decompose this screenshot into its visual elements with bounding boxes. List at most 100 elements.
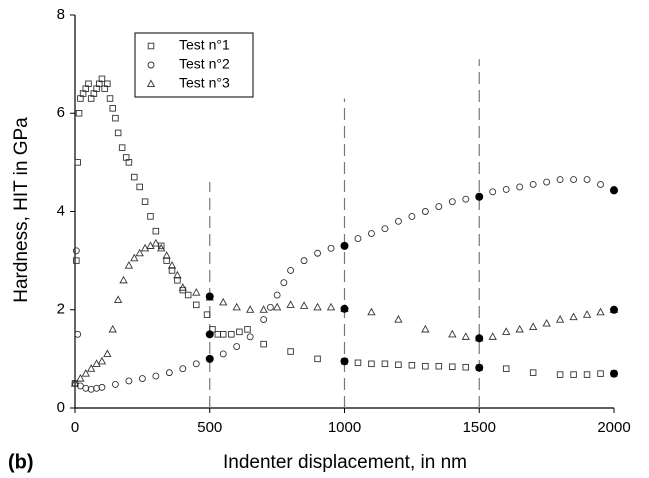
data-point <box>596 307 605 316</box>
data-point <box>435 362 443 370</box>
highlight-point <box>610 186 618 195</box>
data-point <box>131 173 138 181</box>
y-axis-label: Hardness, HIT in GPa <box>11 117 32 303</box>
data-point <box>273 291 281 299</box>
y-tick-label: 6 <box>57 104 65 121</box>
data-point <box>157 243 166 252</box>
data-point <box>368 230 375 238</box>
x-tick-label: 1500 <box>463 419 496 436</box>
data-point <box>556 176 564 184</box>
data-point <box>502 185 510 193</box>
data-point <box>408 212 416 220</box>
data-point <box>73 257 80 264</box>
legend-marker <box>146 79 156 88</box>
data-point <box>75 109 83 117</box>
data-point <box>130 253 139 262</box>
data-point <box>174 277 181 284</box>
data-point <box>528 322 538 330</box>
y-tick-label: 2 <box>57 301 65 318</box>
data-point <box>422 362 429 370</box>
data-point <box>515 324 524 333</box>
data-point <box>314 249 321 257</box>
data-point <box>109 105 116 112</box>
data-point <box>146 241 155 249</box>
data-point <box>92 359 101 367</box>
data-point <box>179 365 187 373</box>
data-point <box>300 257 308 265</box>
data-point <box>313 302 322 311</box>
data-point <box>570 176 578 184</box>
data-point <box>542 318 551 327</box>
data-point <box>152 372 160 380</box>
data-point <box>113 295 123 303</box>
y-tick-label: 4 <box>57 202 65 219</box>
data-point <box>118 144 126 151</box>
data-point <box>104 80 111 88</box>
data-point <box>462 363 470 371</box>
data-point <box>259 305 268 313</box>
data-point <box>111 380 119 388</box>
highlight-point <box>340 241 349 250</box>
data-point <box>112 114 119 122</box>
data-point <box>394 217 402 225</box>
data-point <box>314 355 321 363</box>
data-point <box>299 301 309 309</box>
data-point <box>106 95 114 102</box>
data-point <box>448 198 456 206</box>
data-point <box>556 371 564 378</box>
highlight-point <box>340 304 349 313</box>
data-point <box>74 159 81 166</box>
legend-marker <box>147 42 155 50</box>
data-point <box>244 326 251 333</box>
data-point <box>192 288 201 296</box>
highlight-point <box>205 354 214 363</box>
data-point <box>597 370 604 377</box>
data-point <box>489 188 497 196</box>
data-point <box>408 362 416 369</box>
data-point <box>236 328 243 336</box>
highlight-point <box>205 330 214 339</box>
data-point <box>135 248 144 257</box>
legend-label: Test n°1 <box>179 37 230 53</box>
data-point <box>82 384 90 392</box>
data-point <box>260 316 268 324</box>
data-point <box>214 331 222 338</box>
highlight-point <box>610 369 618 378</box>
data-point <box>583 176 591 184</box>
data-point <box>87 385 95 393</box>
data-point <box>502 327 511 335</box>
data-point <box>74 330 82 338</box>
data-point <box>219 297 228 306</box>
data-point <box>136 183 143 191</box>
data-point <box>85 80 92 88</box>
data-point <box>108 324 117 333</box>
data-point <box>529 181 537 188</box>
data-point <box>367 307 376 316</box>
data-point <box>287 348 294 355</box>
highlight-point <box>340 357 349 366</box>
data-point <box>124 261 134 269</box>
data-point <box>81 369 90 377</box>
x-tick-label: 500 <box>197 419 222 436</box>
data-point <box>219 350 227 358</box>
data-point <box>326 302 336 311</box>
data-point <box>228 331 235 338</box>
data-point <box>219 331 227 338</box>
data-point <box>141 198 149 205</box>
x-tick-label: 1000 <box>328 419 361 436</box>
data-point <box>97 356 107 365</box>
data-point <box>286 300 295 308</box>
data-point <box>72 247 80 255</box>
data-point <box>70 378 80 387</box>
data-point <box>233 343 241 351</box>
x-axis-label: Indenter displacement, in nm <box>223 452 467 473</box>
data-point <box>266 303 274 311</box>
data-point <box>203 311 211 318</box>
data-point <box>168 267 176 274</box>
x-tick-label: 0 <box>71 419 79 436</box>
data-point <box>260 340 267 348</box>
legend-label: Test n°3 <box>179 75 230 91</box>
highlight-point <box>205 292 214 301</box>
data-point <box>280 279 288 287</box>
